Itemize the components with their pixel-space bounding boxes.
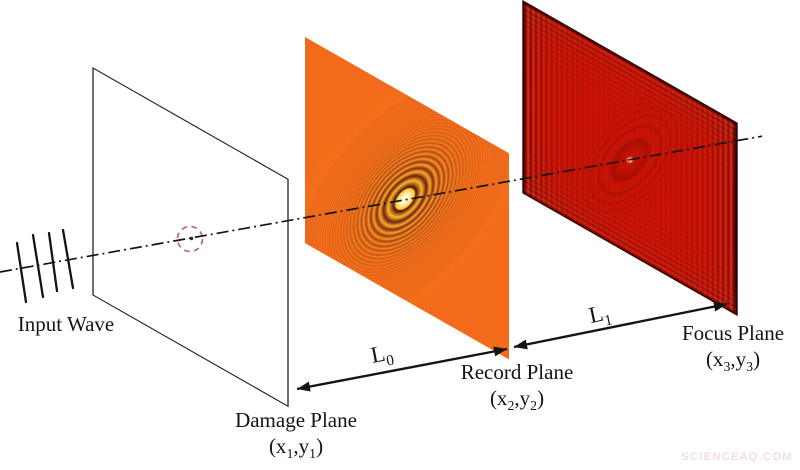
record-plane-coords: (x2,y2) bbox=[489, 386, 545, 414]
input-wave-symbol bbox=[15, 228, 75, 304]
damage-plane-title: Damage Plane bbox=[235, 408, 357, 432]
distance-arrow-l0 bbox=[296, 346, 508, 392]
record-plane-label: Record Plane (x2,y2) bbox=[427, 359, 607, 414]
focus-plane-title: Focus Plane bbox=[681, 321, 785, 345]
l0-distance-label: L0 bbox=[368, 340, 396, 370]
damage-plane bbox=[92, 66, 289, 408]
wavefront-line bbox=[15, 241, 28, 304]
input-wave-label: Input Wave bbox=[17, 312, 115, 336]
optical-axis-line bbox=[0, 135, 763, 273]
record-plane-title: Record Plane bbox=[460, 360, 574, 384]
focus-plane-label: Focus Plane (x3,y3) bbox=[643, 320, 800, 375]
damage-plane-label: Damage Plane (x1,y1) bbox=[206, 407, 386, 462]
damage-spot-marker bbox=[176, 225, 204, 253]
damage-plane-coords: (x1,y1) bbox=[268, 434, 324, 462]
wavefront-line bbox=[47, 231, 59, 293]
focus-plane-coords: (x3,y3) bbox=[705, 347, 761, 375]
watermark: SCIENCEAQ.COM bbox=[681, 451, 793, 463]
distance-arrow-l1 bbox=[513, 301, 728, 350]
wavefront-line bbox=[61, 228, 75, 290]
wavefront-line bbox=[31, 233, 45, 299]
damage-plane-surface bbox=[92, 66, 289, 408]
